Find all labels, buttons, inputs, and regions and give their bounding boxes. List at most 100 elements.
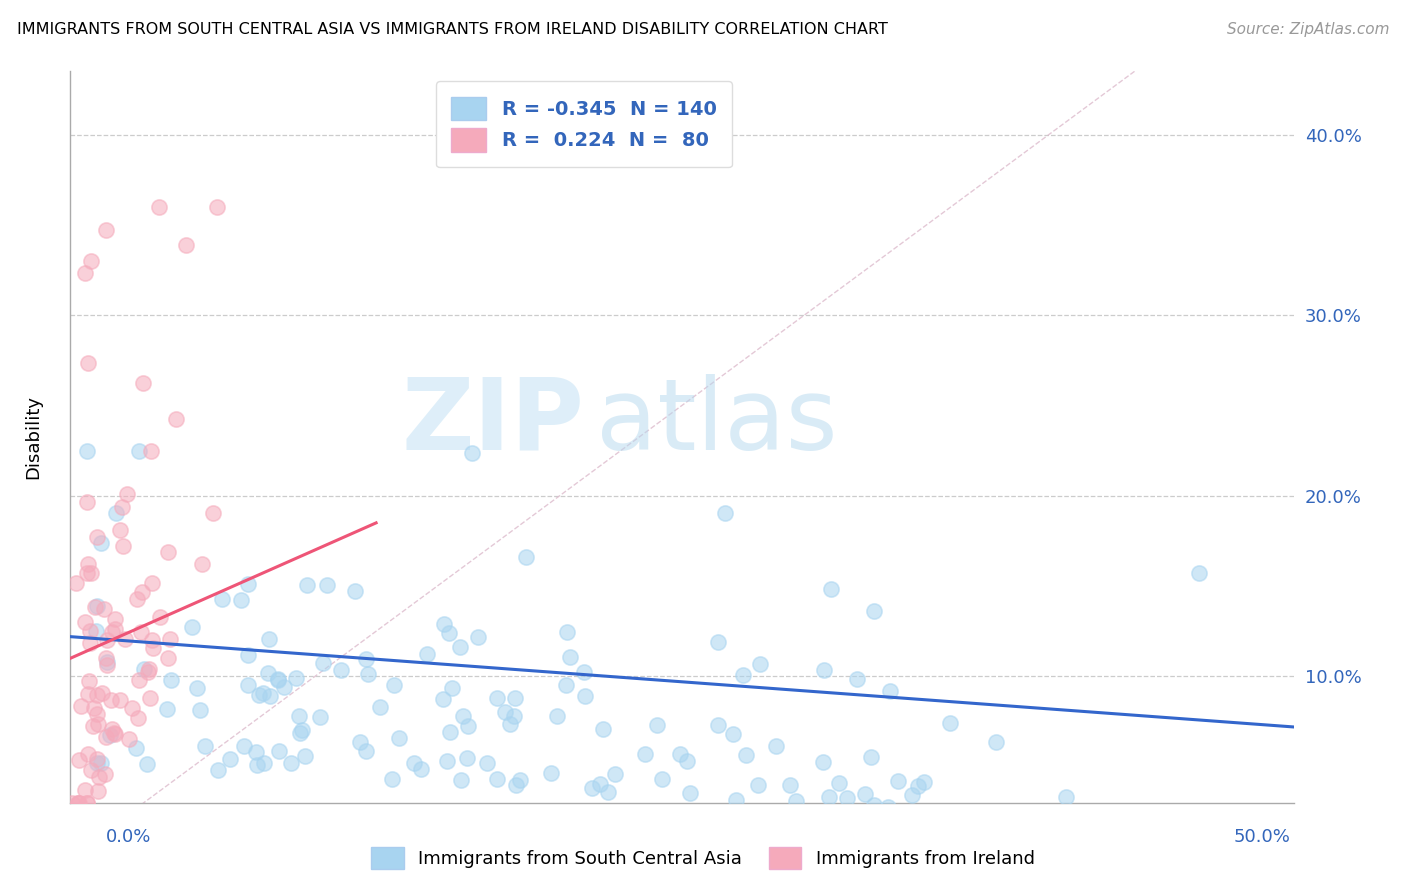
Point xyxy=(236,678,259,692)
Legend: Immigrants from South Central Asia, Immigrants from Ireland: Immigrants from South Central Asia, Immi… xyxy=(364,839,1042,876)
Point xyxy=(207,763,229,777)
Point xyxy=(142,641,165,656)
Point xyxy=(89,770,111,784)
Point xyxy=(96,632,118,647)
Point xyxy=(329,663,352,677)
Point xyxy=(288,709,311,723)
Point xyxy=(912,775,935,789)
Point xyxy=(127,591,149,606)
Point xyxy=(1149,805,1171,819)
Point xyxy=(280,756,302,771)
Point xyxy=(813,663,835,677)
Point xyxy=(368,700,391,714)
Point xyxy=(416,647,439,661)
Point xyxy=(160,673,183,688)
Point xyxy=(238,648,260,662)
Point xyxy=(118,731,141,746)
Point xyxy=(229,593,252,607)
Point xyxy=(651,772,673,787)
Point xyxy=(205,200,228,214)
Point xyxy=(112,539,135,553)
Point xyxy=(76,495,98,509)
Point xyxy=(84,624,107,638)
Point xyxy=(156,544,179,558)
Point xyxy=(1119,805,1142,819)
Point xyxy=(128,673,150,687)
Point xyxy=(344,584,367,599)
Point xyxy=(121,701,143,715)
Point xyxy=(80,566,103,580)
Point xyxy=(813,755,835,769)
Point xyxy=(494,705,516,719)
Point xyxy=(86,706,108,721)
Point xyxy=(721,727,744,741)
Point xyxy=(450,773,472,788)
Point xyxy=(79,624,101,638)
Point xyxy=(475,756,498,770)
Point xyxy=(349,735,371,749)
Point xyxy=(101,722,124,736)
Point xyxy=(515,549,537,564)
Point xyxy=(76,557,98,571)
Text: Disability: Disability xyxy=(24,395,42,479)
Point xyxy=(402,756,425,771)
Point xyxy=(132,376,155,390)
Point xyxy=(939,715,962,730)
Point xyxy=(157,650,180,665)
Point xyxy=(546,709,568,723)
Point xyxy=(291,723,314,737)
Point xyxy=(457,718,479,732)
Point xyxy=(354,652,377,666)
Point xyxy=(83,700,105,714)
Point xyxy=(66,796,89,810)
Point xyxy=(837,791,859,805)
Point xyxy=(76,566,98,581)
Point xyxy=(509,773,531,788)
Point xyxy=(125,740,148,755)
Point xyxy=(747,778,769,792)
Point xyxy=(486,690,509,705)
Point xyxy=(1254,805,1277,819)
Point xyxy=(80,763,103,777)
Point xyxy=(73,266,96,280)
Point xyxy=(76,747,98,761)
Point xyxy=(100,693,122,707)
Point xyxy=(356,744,378,758)
Point xyxy=(679,787,702,801)
Point xyxy=(104,622,127,636)
Point xyxy=(309,710,332,724)
Point xyxy=(86,784,108,798)
Point xyxy=(449,640,471,654)
Point xyxy=(108,692,131,706)
Point xyxy=(73,615,96,629)
Point xyxy=(735,748,758,763)
Point xyxy=(853,787,876,801)
Point xyxy=(128,443,150,458)
Text: ZIP: ZIP xyxy=(401,374,583,471)
Point xyxy=(90,686,112,700)
Point xyxy=(315,578,337,592)
Point xyxy=(879,683,901,698)
Point xyxy=(294,749,316,764)
Point xyxy=(259,632,281,647)
Point xyxy=(440,681,463,695)
Point xyxy=(437,626,460,640)
Point xyxy=(238,577,260,591)
Point xyxy=(136,756,159,771)
Point xyxy=(714,506,737,520)
Point xyxy=(382,678,405,692)
Point xyxy=(111,500,134,514)
Point xyxy=(65,575,87,590)
Point xyxy=(863,797,886,812)
Point xyxy=(252,756,274,771)
Point xyxy=(295,578,318,592)
Text: atlas: atlas xyxy=(596,374,838,471)
Point xyxy=(67,753,90,767)
Point xyxy=(98,728,121,742)
Point xyxy=(555,678,578,692)
Point xyxy=(357,667,380,681)
Point xyxy=(96,656,118,670)
Point xyxy=(460,445,482,459)
Point xyxy=(86,688,108,702)
Point xyxy=(79,636,101,650)
